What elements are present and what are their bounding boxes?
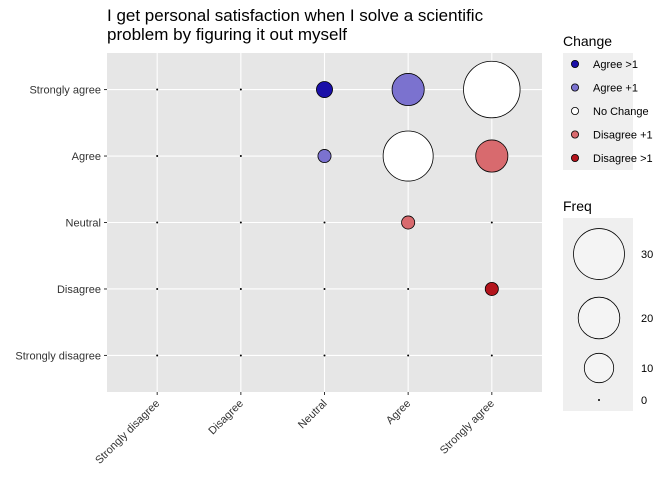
legend-swatch (571, 130, 580, 139)
data-point (317, 149, 332, 164)
legend-label: Agree >1 (593, 59, 638, 71)
freq-legend-circle (577, 296, 621, 340)
y-tick-label: Disagree (57, 284, 101, 296)
data-point (475, 139, 509, 173)
data-point (239, 354, 242, 357)
x-tick-label: Strongly agree (438, 398, 497, 457)
legend-label: Disagree +1 (593, 130, 653, 142)
data-point (407, 287, 410, 290)
data-point (316, 81, 333, 99)
data-point (239, 287, 242, 290)
data-point (323, 287, 326, 290)
legend-swatch (571, 60, 580, 69)
data-point (239, 221, 242, 224)
data-point (323, 354, 326, 357)
freq-legend-circle (583, 352, 615, 384)
y-axis-ticks: Strongly disagree Disagree Neutral Agree Str… (15, 85, 107, 362)
data-point (156, 221, 159, 224)
chart-title-line-1: I get personal satisfaction when I solve… (107, 6, 484, 25)
x-axis-ticks: Strongly disagree Disagree Neutral Agree Str… (93, 392, 497, 467)
legend-swatch (571, 107, 580, 116)
y-tick-label: Strongly agree (29, 85, 101, 97)
y-tick-label: Neutral (66, 218, 101, 230)
x-tick-label: Disagree (206, 398, 246, 438)
x-tick-label: Neutral (296, 398, 330, 432)
data-point (401, 215, 416, 230)
freq-legend-circle (573, 228, 625, 280)
data-point (490, 354, 493, 357)
freq-legend-label: 20 (641, 313, 653, 325)
freq-legend-label: 10 (641, 363, 653, 375)
legend-label: Agree +1 (593, 83, 638, 95)
freq-legend: Freq 30 20 10 0 (563, 198, 653, 411)
freq-legend-title: Freq (563, 198, 592, 214)
freq-legend-circle (598, 399, 600, 401)
data-point (156, 155, 159, 158)
change-legend: Change Agree >1 Agree +1 No Change Disagree… (563, 33, 653, 170)
data-points (156, 60, 521, 357)
data-point (156, 354, 159, 357)
legend-swatch (571, 153, 580, 162)
data-point (156, 88, 159, 91)
data-point (484, 281, 499, 296)
data-point (239, 155, 242, 158)
data-point (463, 60, 521, 119)
legend-label: No Change (593, 106, 649, 118)
data-point (239, 88, 242, 91)
chart-title-line-2: problem by figuring it out myself (107, 25, 347, 44)
freq-legend-label: 0 (641, 395, 647, 407)
legend-label: Disagree >1 (593, 153, 653, 165)
change-legend-title: Change (563, 33, 612, 49)
x-tick-label: Strongly disagree (93, 398, 162, 467)
legend-swatch (571, 83, 580, 92)
x-tick-label: Agree (384, 398, 413, 427)
freq-legend-label: 30 (641, 249, 653, 261)
data-point (490, 221, 493, 224)
data-point (156, 287, 159, 290)
data-point (391, 73, 425, 107)
y-tick-label: Agree (72, 151, 101, 163)
data-point (323, 221, 326, 224)
data-point (382, 130, 434, 182)
y-tick-label: Strongly disagree (15, 350, 101, 362)
data-point (407, 354, 410, 357)
